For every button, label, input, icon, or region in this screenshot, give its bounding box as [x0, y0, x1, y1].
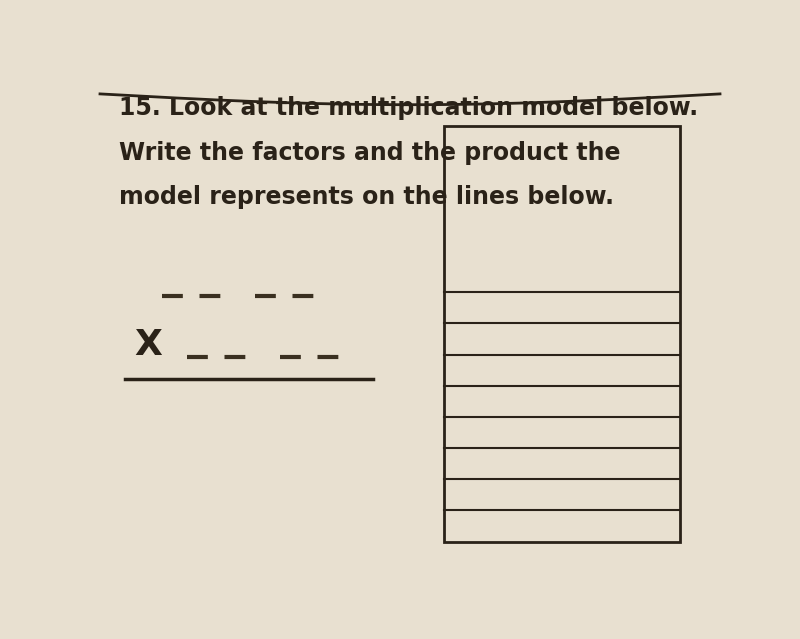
Text: 15. Look at the multiplication model below.: 15. Look at the multiplication model bel…	[118, 96, 698, 120]
Text: Write the factors and the product the: Write the factors and the product the	[118, 141, 620, 165]
Text: X: X	[134, 328, 162, 362]
Bar	[444, 126, 680, 542]
Text: model represents on the lines below.: model represents on the lines below.	[118, 185, 614, 209]
